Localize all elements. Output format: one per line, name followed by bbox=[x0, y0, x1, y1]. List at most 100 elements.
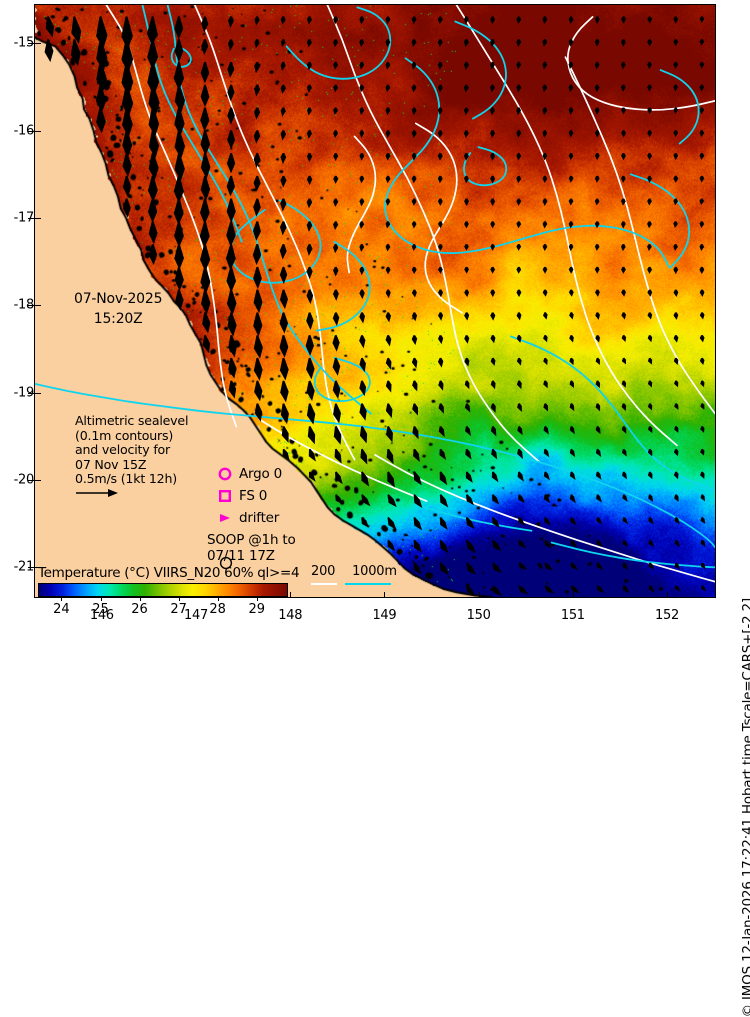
velocity-vector bbox=[516, 357, 522, 366]
velocity-vector bbox=[438, 380, 444, 391]
velocity-vector bbox=[594, 84, 600, 93]
map-plot-area[interactable]: 07-Nov-2025 15:20Z Altimetric sealevel (… bbox=[34, 4, 716, 598]
velocity-vector bbox=[200, 84, 210, 108]
velocity-vector bbox=[280, 130, 287, 141]
velocity-vector bbox=[122, 198, 131, 218]
velocity-vector bbox=[359, 335, 366, 349]
velocity-vector bbox=[620, 198, 626, 206]
lon-tick-label: 147 bbox=[184, 608, 208, 623]
velocity-vector bbox=[595, 380, 601, 389]
velocity-vector bbox=[174, 266, 184, 292]
velocity-vector bbox=[700, 403, 705, 410]
velocity-vector bbox=[544, 539, 552, 549]
drifter-triangle-icon bbox=[218, 511, 232, 525]
velocity-vector bbox=[544, 562, 553, 571]
velocity-vector bbox=[173, 198, 184, 226]
map-figure: 07-Nov-2025 15:20Z Altimetric sealevel (… bbox=[13, 4, 750, 1017]
velocity-vector bbox=[594, 16, 600, 24]
velocity-vector bbox=[385, 39, 391, 48]
velocity-vector bbox=[385, 380, 392, 393]
velocity-vector bbox=[387, 471, 395, 488]
depth-rule-1000m bbox=[345, 583, 391, 585]
velocity-vector bbox=[569, 312, 574, 320]
velocity-vector bbox=[622, 585, 630, 594]
velocity-vector bbox=[359, 39, 365, 48]
velocity-vector bbox=[647, 175, 652, 183]
velocity-vector bbox=[280, 380, 289, 403]
velocity-vector bbox=[570, 585, 580, 594]
velocity-vector bbox=[385, 312, 392, 323]
velocity-vector bbox=[280, 403, 289, 425]
lat-tick bbox=[28, 218, 34, 219]
velocity-vector bbox=[463, 61, 469, 70]
lat-tick-label: -16 bbox=[13, 123, 35, 139]
velocity-vector bbox=[280, 84, 286, 94]
velocity-vector bbox=[202, 312, 211, 334]
velocity-vector bbox=[518, 516, 526, 526]
velocity-vector bbox=[385, 334, 392, 347]
lon-tick bbox=[384, 592, 386, 598]
legend-label-fs: FS 0 bbox=[239, 488, 268, 504]
velocity-vector bbox=[148, 243, 158, 266]
velocity-vector bbox=[544, 585, 555, 594]
velocity-vector bbox=[279, 312, 289, 334]
velocity-vector bbox=[594, 130, 600, 138]
velocity-vector bbox=[226, 266, 237, 293]
velocity-vector bbox=[517, 448, 523, 460]
velocity-vector bbox=[673, 153, 679, 160]
velocity-vector bbox=[96, 61, 107, 92]
velocity-vector bbox=[252, 221, 261, 241]
velocity-vector bbox=[411, 107, 417, 116]
velocity-vector bbox=[699, 84, 705, 92]
velocity-vector bbox=[620, 175, 626, 183]
velocity-vector bbox=[569, 471, 576, 480]
velocity-vector bbox=[121, 16, 133, 50]
velocity-vector bbox=[306, 39, 312, 48]
velocity-vector bbox=[516, 152, 522, 161]
lat-tick-label: -21 bbox=[13, 559, 35, 575]
velocity-vector bbox=[200, 175, 211, 201]
colorbar-tick bbox=[139, 597, 141, 601]
velocity-vector bbox=[411, 39, 417, 47]
velocity-vector bbox=[279, 289, 288, 310]
sealevel-contour bbox=[455, 5, 678, 447]
velocity-vector bbox=[280, 61, 286, 71]
velocity-vector bbox=[411, 335, 418, 346]
lat-tick bbox=[28, 392, 34, 394]
velocity-vector bbox=[674, 516, 680, 525]
velocity-vector bbox=[490, 130, 496, 139]
velocity-vector bbox=[225, 244, 236, 271]
velocity-vector bbox=[570, 562, 579, 571]
velocity-vector bbox=[621, 334, 627, 342]
velocity-vector bbox=[122, 152, 132, 178]
velocity-vector bbox=[647, 221, 652, 229]
velocity-vector bbox=[359, 175, 365, 184]
velocity-vector bbox=[253, 198, 261, 217]
velocity-vector bbox=[621, 130, 626, 138]
velocity-vector bbox=[647, 403, 653, 411]
velocity-vector bbox=[333, 221, 339, 230]
velocity-vector bbox=[621, 425, 627, 434]
velocity-vector bbox=[359, 425, 368, 444]
velocity-vector bbox=[699, 175, 705, 183]
bathymetry-contour bbox=[35, 383, 715, 549]
colorbar-gradient[interactable] bbox=[38, 583, 288, 597]
velocity-vector bbox=[45, 16, 55, 38]
velocity-vector bbox=[228, 334, 237, 358]
datetime-label: 07-Nov-2025 15:20Z bbox=[74, 291, 163, 327]
velocity-vector bbox=[385, 130, 391, 138]
colorbar-tick bbox=[256, 597, 258, 601]
velocity-vector bbox=[699, 107, 705, 115]
velocity-vector bbox=[699, 152, 705, 160]
velocity-vector bbox=[544, 516, 551, 527]
velocity-vector bbox=[306, 84, 312, 93]
velocity-vector bbox=[437, 107, 443, 116]
velocity-vector bbox=[516, 266, 522, 274]
velocity-vector bbox=[71, 16, 82, 44]
velocity-vector bbox=[490, 334, 496, 344]
velocity-vector bbox=[542, 244, 548, 252]
velocity-vector bbox=[385, 84, 391, 93]
velocity-vector bbox=[385, 175, 391, 184]
velocity-vector bbox=[700, 448, 705, 456]
velocity-vector bbox=[569, 494, 576, 504]
